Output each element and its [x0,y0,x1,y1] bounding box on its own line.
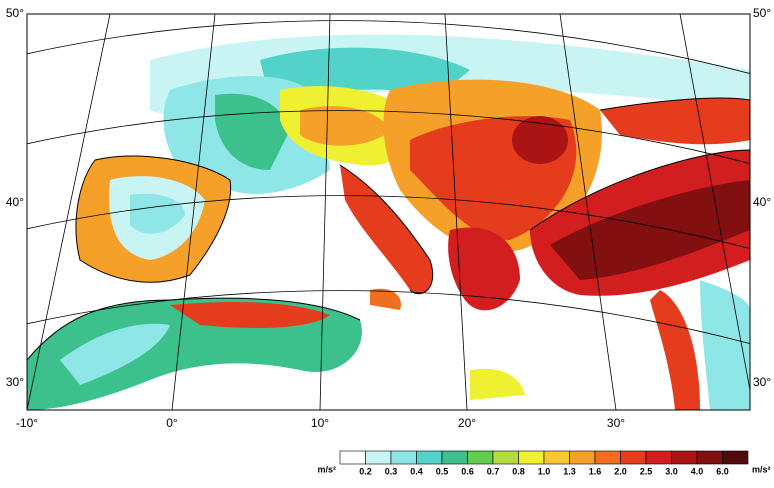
legend-label: 1.0 [538,466,551,476]
axis-labels: 50° 40° 30° 50° 40° 30° -10° 0° 10° 20° 30° [6,6,772,430]
legend: 0.2 0.3 0.4 0.5 0.6 0.7 0.8 1.0 1.3 1.6 2.0 2.5 3.0 4… [317,450,771,476]
legend-unit: m/s² [317,464,336,474]
legend-label: 0.5 [436,466,449,476]
legend-label: 1.3 [563,466,576,476]
legend-label: 2.5 [640,466,653,476]
legend-label: 0.3 [385,466,398,476]
legend-swatch [339,450,366,465]
lon-label: 30° [607,416,625,430]
lat-label: 50° [753,6,771,20]
region [600,98,750,145]
legend-swatch [416,450,443,465]
region [340,165,433,294]
lat-label: 30° [6,375,24,389]
legend-label: 0.8 [512,466,525,476]
legend-swatch [390,450,417,465]
graticule [27,14,750,410]
legend-swatch [722,450,749,465]
legend-label: 6.0 [716,466,729,476]
legend-label: 0.7 [487,466,500,476]
legend-swatch [543,450,570,465]
region [448,227,520,311]
region [700,280,750,410]
lat-label: 40° [6,195,24,209]
legend-swatch [365,450,392,465]
legend-label: 0.4 [410,466,423,476]
legend-swatch [671,450,698,465]
lon-label: 0° [166,416,178,430]
region [300,106,390,146]
region [370,288,401,310]
legend-label: 0.6 [461,466,474,476]
lon-label: -10° [16,416,38,430]
lat-label: 40° [753,195,771,209]
region [215,93,290,170]
lat-label: 30° [753,375,771,389]
region [550,180,750,280]
region [650,290,700,410]
legend-swatch [645,450,672,465]
legend-label: 0.2 [359,466,372,476]
legend-swatch [696,450,723,465]
region [60,323,170,385]
region [470,368,525,400]
legend-swatch [594,450,621,465]
region [512,116,568,164]
lon-label: 10° [311,416,329,430]
legend-label: 3.0 [665,466,678,476]
coastline [27,97,750,361]
region [130,193,185,234]
region [170,302,330,328]
legend-label: 2.0 [614,466,627,476]
legend-swatch [441,450,468,465]
map-frame [26,13,751,411]
legend-swatch [467,450,494,465]
legend-unit: m/s² [752,464,771,474]
legend-swatch [518,450,545,465]
legend-swatch [492,450,519,465]
legend-label: 1.6 [589,466,602,476]
lat-label: 50° [6,6,24,20]
hazard-map [27,14,750,410]
lon-label: 20° [458,416,476,430]
legend-swatch [620,450,647,465]
legend-swatch [569,450,596,465]
legend-label: 4.0 [691,466,704,476]
